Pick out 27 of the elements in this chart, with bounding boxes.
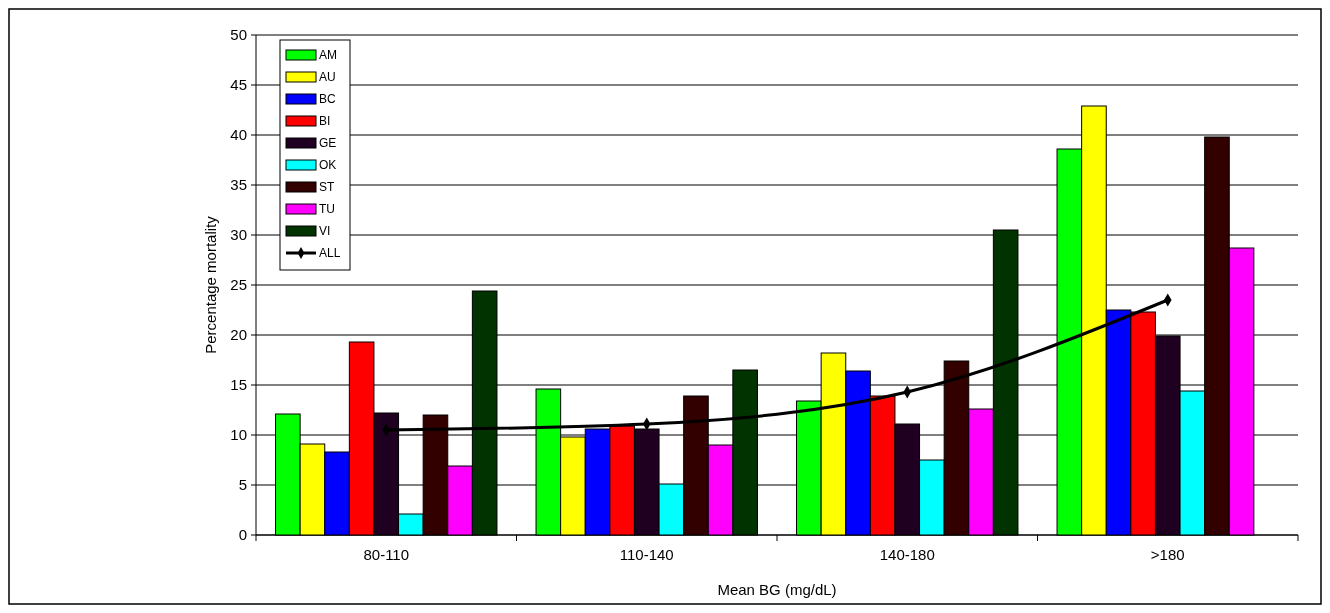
legend-label: AM [319, 48, 337, 63]
y-tick-label: 30 [230, 226, 247, 244]
legend-label: ST [319, 180, 335, 195]
legend-label: GE [319, 136, 337, 151]
legend-label: VI [319, 224, 331, 239]
y-tick-label: 25 [230, 276, 247, 294]
legend-label: BI [319, 114, 331, 129]
y-tick-label: 45 [230, 76, 247, 94]
y-tick-label: 35 [230, 176, 247, 194]
x-tick-label: 110-140 [619, 546, 674, 563]
legend-label: TU [319, 202, 335, 217]
y-tick-label: 20 [230, 326, 247, 344]
y-tick-label: 10 [230, 426, 247, 444]
y-tick-label: 5 [238, 476, 247, 494]
y-tick-label: 40 [230, 126, 247, 144]
legend-label: AU [319, 70, 336, 85]
legend-label: BC [319, 92, 336, 107]
x-tick-label: 80-110 [363, 546, 410, 563]
x-tick-label: >180 [1150, 546, 1185, 563]
x-tick-label: 140-180 [879, 546, 935, 563]
x-axis-title: Mean BG (mg/dL) [717, 581, 837, 598]
legend-label: ALL [319, 246, 341, 261]
y-tick-label: 50 [230, 26, 247, 44]
legend-label: OK [319, 158, 337, 173]
y-tick-label: 15 [230, 376, 247, 394]
y-tick-label: 0 [238, 526, 247, 544]
y-axis-title: Percentage mortality [202, 215, 219, 354]
